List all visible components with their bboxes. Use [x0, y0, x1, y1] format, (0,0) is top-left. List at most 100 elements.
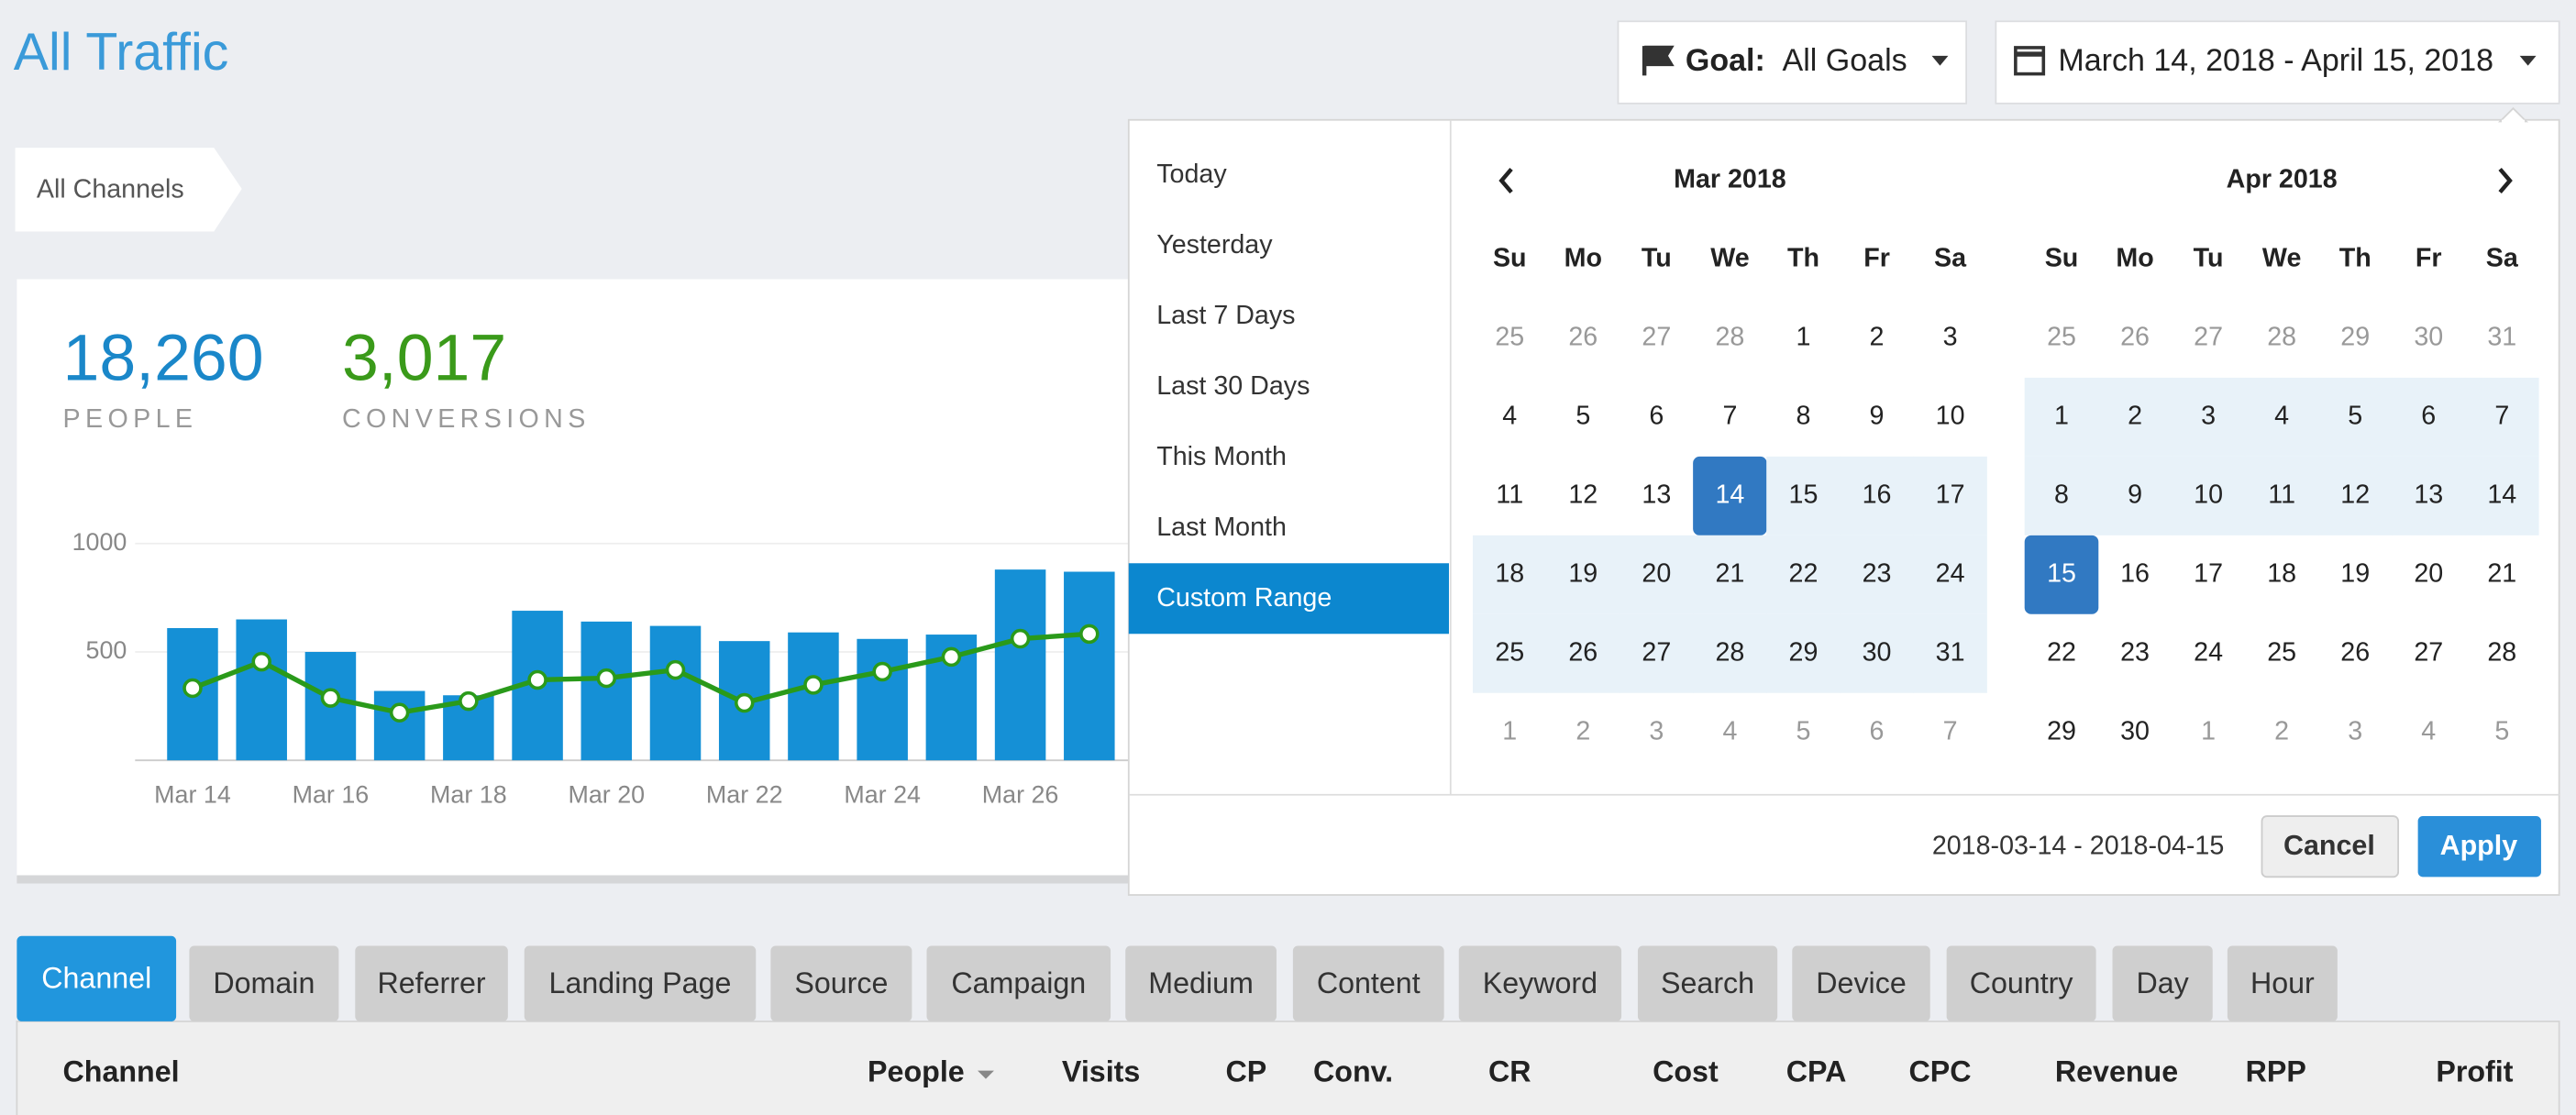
day[interactable]: 30	[1863, 637, 1892, 667]
column-header[interactable]: Conv.	[1313, 1055, 1393, 1088]
day[interactable]: 26	[2120, 322, 2150, 351]
day[interactable]: 8	[2054, 480, 2069, 509]
day[interactable]: 18	[2267, 558, 2296, 588]
day[interactable]: 21	[1715, 558, 1744, 588]
day[interactable]: 1	[1797, 322, 1811, 351]
day[interactable]: 5	[1575, 401, 1590, 430]
column-header[interactable]: CPA	[1786, 1055, 1847, 1088]
goal-button[interactable]	[1617, 20, 1968, 105]
tab[interactable]	[926, 945, 1111, 1021]
day[interactable]: 15	[1789, 480, 1819, 509]
day[interactable]: 7	[2494, 401, 2509, 430]
tab[interactable]	[1637, 945, 1778, 1021]
apply-button[interactable]	[2417, 816, 2541, 878]
day[interactable]: 20	[1642, 558, 1671, 588]
tab[interactable]	[2227, 945, 2338, 1021]
day[interactable]: 9	[2128, 480, 2142, 509]
day[interactable]: 22	[1789, 558, 1819, 588]
day[interactable]: 20	[2414, 558, 2443, 588]
day[interactable]: 6	[1649, 401, 1664, 430]
day[interactable]: 25	[1495, 322, 1524, 351]
day[interactable]: 28	[1715, 322, 1744, 351]
tab[interactable]	[1458, 945, 1622, 1021]
day[interactable]: 17	[2194, 558, 2223, 588]
range-option[interactable]: Custom Range	[1156, 583, 1332, 613]
day[interactable]: 9	[1870, 401, 1885, 430]
day[interactable]: 16	[2120, 558, 2150, 588]
day[interactable]: 2	[1575, 716, 1590, 745]
day[interactable]: 25	[2047, 322, 2076, 351]
day[interactable]: 15	[2047, 558, 2076, 588]
tab[interactable]	[1292, 945, 1444, 1021]
column-header[interactable]: Channel	[63, 1055, 180, 1088]
day[interactable]: 19	[2340, 558, 2370, 588]
day[interactable]: 30	[2120, 716, 2150, 745]
column-header[interactable]: CR	[1488, 1055, 1531, 1088]
day[interactable]: 18	[1495, 558, 1524, 588]
day[interactable]: 3	[1649, 716, 1664, 745]
column-header[interactable]: People	[868, 1055, 965, 1088]
day[interactable]: 26	[1568, 322, 1598, 351]
day[interactable]: 4	[1502, 401, 1517, 430]
day[interactable]: 3	[2201, 401, 2216, 430]
day[interactable]: 11	[1496, 480, 1523, 509]
day[interactable]: 31	[2487, 322, 2516, 351]
day[interactable]: 11	[2268, 480, 2295, 509]
tab[interactable]	[1946, 945, 2096, 1021]
day[interactable]: 7	[1722, 401, 1737, 430]
range-option[interactable]: Last 7 Days	[1156, 301, 1295, 330]
day[interactable]: 14	[1715, 480, 1744, 509]
day[interactable]: 28	[2267, 322, 2296, 351]
column-header[interactable]: RPP	[2246, 1055, 2306, 1088]
range-option[interactable]: Last 30 Days	[1156, 371, 1310, 401]
day[interactable]: 26	[1568, 637, 1598, 667]
column-header[interactable]: Profit	[2436, 1055, 2513, 1088]
range-option[interactable]: This Month	[1156, 442, 1287, 471]
day[interactable]: 1	[2054, 401, 2069, 430]
tab[interactable]	[1792, 945, 1930, 1021]
column-header[interactable]: CPC	[1908, 1055, 1971, 1088]
range-active[interactable]	[1128, 563, 1450, 635]
day[interactable]: 10	[1936, 401, 1965, 430]
tab[interactable]	[355, 945, 508, 1021]
day[interactable]: 4	[2274, 401, 2289, 430]
tab[interactable]	[1125, 945, 1277, 1021]
column-header[interactable]: Revenue	[2055, 1055, 2178, 1088]
day[interactable]: 27	[1642, 322, 1671, 351]
day[interactable]: 2	[2128, 401, 2142, 430]
day[interactable]: 14	[2487, 480, 2516, 509]
tab[interactable]	[2112, 945, 2213, 1021]
day[interactable]: 22	[2047, 637, 2076, 667]
day[interactable]: 25	[1495, 637, 1524, 667]
day[interactable]: 13	[1642, 480, 1671, 509]
column-header[interactable]: Visits	[1062, 1055, 1140, 1088]
day[interactable]: 3	[1943, 322, 1958, 351]
prev-arrow[interactable]	[1498, 168, 1513, 193]
column-header[interactable]: Cost	[1653, 1055, 1719, 1088]
day[interactable]: 24	[1936, 558, 1965, 588]
day[interactable]: 1	[2201, 716, 2216, 745]
day[interactable]: 2	[1870, 322, 1885, 351]
day[interactable]: 16	[1863, 480, 1892, 509]
day[interactable]: 5	[2494, 716, 2509, 745]
day[interactable]: 25	[2267, 637, 2296, 667]
day[interactable]: 27	[2194, 322, 2223, 351]
range-option[interactable]: Last Month	[1156, 513, 1287, 542]
day[interactable]: 4	[1722, 716, 1737, 745]
column-header[interactable]: CP	[1225, 1055, 1266, 1088]
next-arrow[interactable]	[2498, 168, 2513, 193]
range-option[interactable]: Today	[1156, 160, 1227, 189]
day[interactable]: 5	[2348, 401, 2362, 430]
date-button[interactable]	[1995, 20, 2560, 105]
day[interactable]: 6	[1870, 716, 1885, 745]
day[interactable]: 27	[2414, 637, 2443, 667]
tab[interactable]	[189, 945, 339, 1021]
day[interactable]: 26	[2340, 637, 2370, 667]
day[interactable]: 7	[1943, 716, 1958, 745]
day[interactable]: 28	[2487, 637, 2516, 667]
day[interactable]: 13	[2414, 480, 2443, 509]
range-option[interactable]: Yesterday	[1156, 230, 1273, 259]
day[interactable]: 29	[2047, 716, 2076, 745]
day[interactable]: 29	[2340, 322, 2370, 351]
tab[interactable]	[524, 945, 757, 1021]
